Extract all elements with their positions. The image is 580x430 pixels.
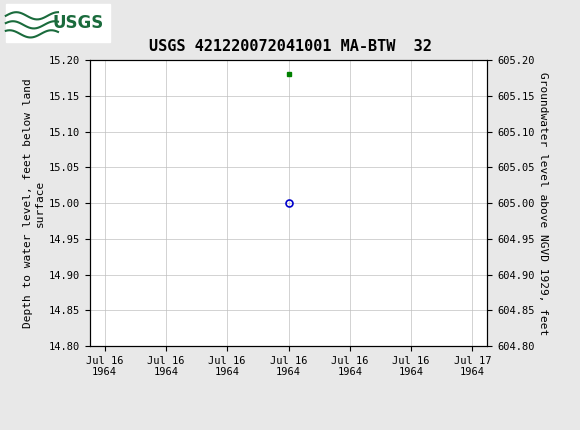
- FancyBboxPatch shape: [6, 3, 110, 42]
- Legend: Period of approved data: Period of approved data: [186, 427, 392, 430]
- Y-axis label: Groundwater level above NGVD 1929, feet: Groundwater level above NGVD 1929, feet: [538, 71, 548, 335]
- Text: USGS 421220072041001 MA-BTW  32: USGS 421220072041001 MA-BTW 32: [148, 39, 432, 54]
- Y-axis label: Depth to water level, feet below land
surface: Depth to water level, feet below land su…: [23, 78, 45, 328]
- Text: USGS: USGS: [53, 14, 104, 31]
